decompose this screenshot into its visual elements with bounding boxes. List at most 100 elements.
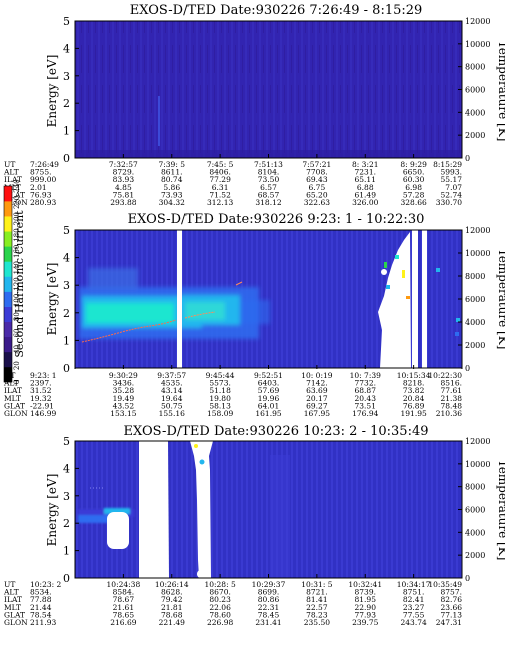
- orbit-value: 78.60: [209, 610, 231, 619]
- temperature-tick-label: 6000: [465, 86, 485, 95]
- temperature-tick-label: 8000: [465, 63, 485, 72]
- energy-tick-label: 4: [63, 252, 70, 265]
- orbit-value: 10:31: 5: [301, 580, 333, 589]
- energy-tick-label: 1: [63, 545, 70, 558]
- orbit-value: 81.41: [306, 595, 327, 604]
- orbit-value: 304.32: [159, 198, 185, 207]
- orbit-value: 60.30: [403, 175, 425, 184]
- orbit-value: 8739.: [355, 588, 376, 597]
- orbit-value: 8628.: [161, 588, 182, 597]
- orbit-value: 21.61: [113, 603, 134, 612]
- orbit-row-label: GLAT: [4, 401, 25, 410]
- orbit-value: 21.38: [441, 394, 463, 403]
- panel-title: EXOS-D/TED Date:930226 10:23: 2 - 10:35:…: [124, 424, 429, 439]
- orbit-value: 9:52:51: [254, 371, 283, 380]
- colorbar-swatch: [4, 276, 12, 292]
- colorbar: Second Harmonic Current 0 20 40 60 80 100 120 1…: [3, 179, 26, 384]
- colorbar-tick-label: 120: [13, 277, 21, 290]
- temperature-tick-label: 4000: [465, 108, 485, 117]
- orbit-value: 69.43: [306, 175, 328, 184]
- energy-tick-label: 5: [63, 224, 70, 237]
- orbit-value: 191.95: [401, 409, 427, 418]
- orbit-value: 22.57: [306, 603, 328, 612]
- colorbar-swatch: [4, 201, 12, 217]
- orbit-value: 216.69: [110, 618, 136, 627]
- temperature-tick-label: 2000: [465, 551, 485, 560]
- energy-axis: Energy [eV] 0 1 2 3 4 5: [45, 15, 79, 165]
- orbit-value: 68.87: [355, 386, 377, 395]
- orbit-value: 31.52: [30, 386, 52, 395]
- orbit-value: 7:39: 5: [158, 160, 185, 169]
- energy-tick-label: 0: [63, 152, 70, 165]
- orbit-row-label: GLON: [4, 409, 28, 418]
- orbit-value: 8584.: [113, 588, 134, 597]
- energy-tick-label: 1: [63, 125, 70, 138]
- colorbar-swatch: [4, 366, 12, 383]
- data-gap: [177, 230, 182, 368]
- orbit-row-label: MLT: [4, 603, 21, 612]
- colorbar-tick-label: 20: [13, 361, 21, 370]
- orbit-value: 77.61: [441, 386, 462, 395]
- orbit-value: 22.06: [209, 603, 231, 612]
- temperature-axis: Temperature [K] 0 2000 4000 6000 8000 10000 12…: [458, 226, 505, 373]
- energy-tick-label: 3: [63, 490, 70, 503]
- orbit-value: 326.00: [352, 198, 378, 207]
- orbit-value: 5573.: [209, 379, 230, 388]
- colorbar-tick-label: 140: [13, 261, 21, 274]
- orbit-value: 77.55: [403, 610, 425, 619]
- orbit-value: 71.52: [209, 190, 231, 199]
- orbit-value: 22.31: [258, 603, 279, 612]
- temperature-tick-label: 12000: [465, 17, 490, 26]
- orbit-value: 235.50: [304, 618, 330, 627]
- orbit-value: 239.75: [352, 618, 378, 627]
- colorbar-tick-label: 220: [13, 196, 21, 209]
- orbit-value: -22.91: [30, 401, 54, 410]
- orbit-value: 6.98: [405, 183, 422, 192]
- orbit-row-label: UT: [4, 580, 15, 589]
- orbit-value: 8218.: [403, 379, 424, 388]
- colorbar-swatch: [4, 216, 12, 232]
- orbit-value: 243.74: [401, 618, 427, 627]
- orbit-value: 6650.: [403, 168, 424, 177]
- temperature-axis-title: Temperature [K]: [496, 460, 505, 561]
- orbit-value: 78.68: [161, 610, 183, 619]
- orbit-value: 80.23: [209, 595, 231, 604]
- colorbar-tick-label: 40: [13, 345, 21, 354]
- orbit-value: 65.11: [355, 175, 376, 184]
- orbit-value: 210.36: [436, 409, 462, 418]
- orbit-value: 83.93: [113, 175, 135, 184]
- orbit-value: 82.41: [403, 595, 424, 604]
- orbit-value: 7:45: 5: [207, 160, 234, 169]
- orbit-value: 280.93: [30, 198, 56, 207]
- energy-tick-label: 4: [63, 462, 70, 475]
- orbit-value: 78.45: [258, 610, 280, 619]
- orbit-value: 8406.: [209, 168, 230, 177]
- orbit-value: 10:34:17: [397, 580, 431, 589]
- orbit-value: 211.93: [30, 618, 56, 627]
- energy-tick-label: 5: [63, 435, 70, 448]
- orbit-value: 7:57:21: [302, 160, 331, 169]
- orbit-value: 167.95: [304, 409, 330, 418]
- temperature-tick-label: 0: [465, 364, 470, 373]
- energy-tick-label: 4: [63, 42, 70, 55]
- temperature-tick-label: 12000: [465, 437, 490, 446]
- panel-2: EXOS-D/TED Date:930226 9:23: 1 - 10:22:3…: [3, 212, 505, 418]
- temperature-tick-label: 2000: [465, 341, 485, 350]
- temperature-tick-label: 4000: [465, 318, 485, 327]
- orbit-value: 55.17: [441, 175, 463, 184]
- panel-title: EXOS-D/TED Date:930226 9:23: 1 - 10:22:3…: [128, 212, 425, 227]
- colorbar-swatch: [4, 246, 12, 262]
- temperature-axis: Temperature [K] 0 2000 4000 6000 8000 10000 12…: [458, 437, 505, 583]
- spectrogram-features: [75, 21, 462, 158]
- orbit-value: 8670.: [209, 588, 230, 597]
- colorbar-swatch: [4, 321, 12, 338]
- energy-tick-label: 0: [63, 572, 70, 585]
- orbit-value: 328.66: [401, 198, 427, 207]
- orbit-value: 8721.: [306, 588, 327, 597]
- orbit-value: 9:23: 1: [30, 371, 57, 380]
- orbit-value: 4535.: [161, 379, 182, 388]
- energy-tick-label: 3: [63, 279, 70, 292]
- temperature-axis-title: Temperature [K]: [496, 249, 505, 350]
- orbit-value: 318.12: [255, 198, 281, 207]
- panel-1: EXOS-D/TED Date:930226 7:26:49 - 8:15:29…: [3, 3, 505, 207]
